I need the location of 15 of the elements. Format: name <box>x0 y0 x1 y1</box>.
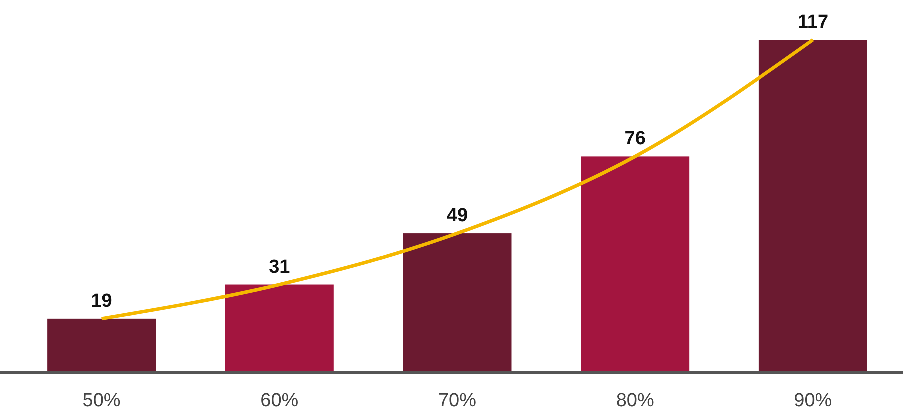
bar <box>225 284 334 373</box>
x-tick-label: 70% <box>438 390 477 412</box>
bar <box>581 156 690 373</box>
data-label: 117 <box>798 12 829 33</box>
x-tick-label: 60% <box>260 390 299 412</box>
data-label: 49 <box>446 206 468 227</box>
data-label: 31 <box>269 256 291 278</box>
x-tick-label: 80% <box>616 390 654 412</box>
bar <box>403 234 512 373</box>
x-tick-label: 50% <box>82 390 121 412</box>
data-label: 76 <box>624 128 646 150</box>
bar <box>48 318 156 373</box>
x-tick-label: 90% <box>794 390 832 412</box>
bar <box>758 40 868 373</box>
data-label: 19 <box>91 290 112 312</box>
